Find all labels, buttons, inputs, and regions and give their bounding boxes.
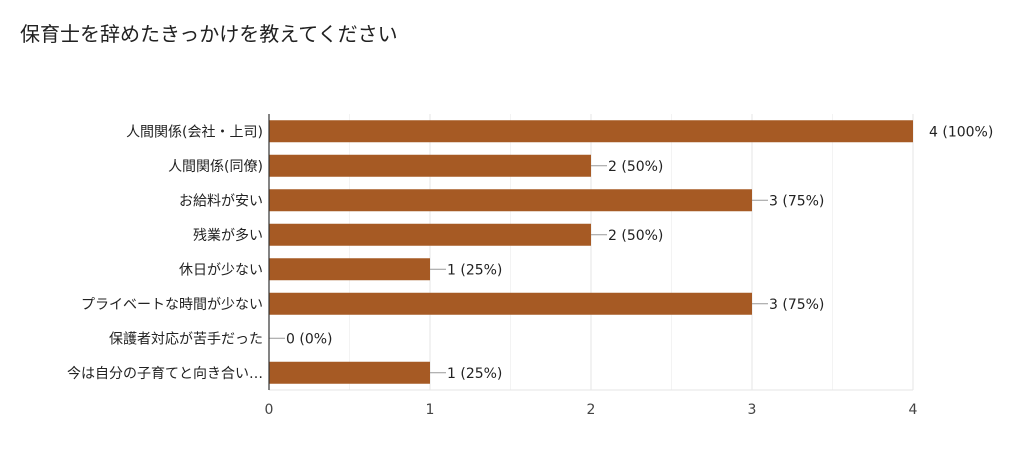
x-tick-label: 3 (748, 402, 757, 418)
chart-title: 保育士を辞めたきっかけを教えてください (20, 22, 398, 46)
x-tick-label: 1 (426, 402, 435, 418)
category-label: 休日が少ない (179, 262, 263, 278)
category-label: プライベートな時間が少ない (81, 297, 263, 313)
x-tick-label: 4 (909, 402, 918, 418)
data-label: 4 (100%) (929, 124, 993, 140)
data-label: 2 (50%) (608, 159, 663, 175)
data-label: 3 (75%) (769, 193, 824, 209)
bar (269, 223, 591, 246)
data-label: 1 (25%) (447, 366, 502, 382)
category-label: 残業が多い (193, 227, 263, 244)
data-label: 1 (25%) (447, 262, 502, 278)
x-tick-label: 2 (587, 402, 596, 418)
data-label: 2 (50%) (608, 228, 663, 244)
bar (269, 120, 913, 143)
bar (269, 361, 430, 384)
data-label: 3 (75%) (769, 297, 824, 313)
category-label: 人間関係(同僚) (168, 159, 263, 175)
data-label: 0 (0%) (286, 331, 333, 347)
category-label: 保護者対応が苦手だった (109, 331, 263, 347)
category-label: 人間関係(会社・上司) (126, 124, 263, 140)
bar (269, 258, 430, 281)
category-label: 今は自分の子育てと向き合い… (67, 366, 263, 382)
category-label: お給料が安い (179, 193, 263, 209)
bar (269, 189, 752, 212)
x-tick-label: 0 (265, 402, 274, 418)
bar (269, 292, 752, 315)
bar (269, 154, 591, 177)
